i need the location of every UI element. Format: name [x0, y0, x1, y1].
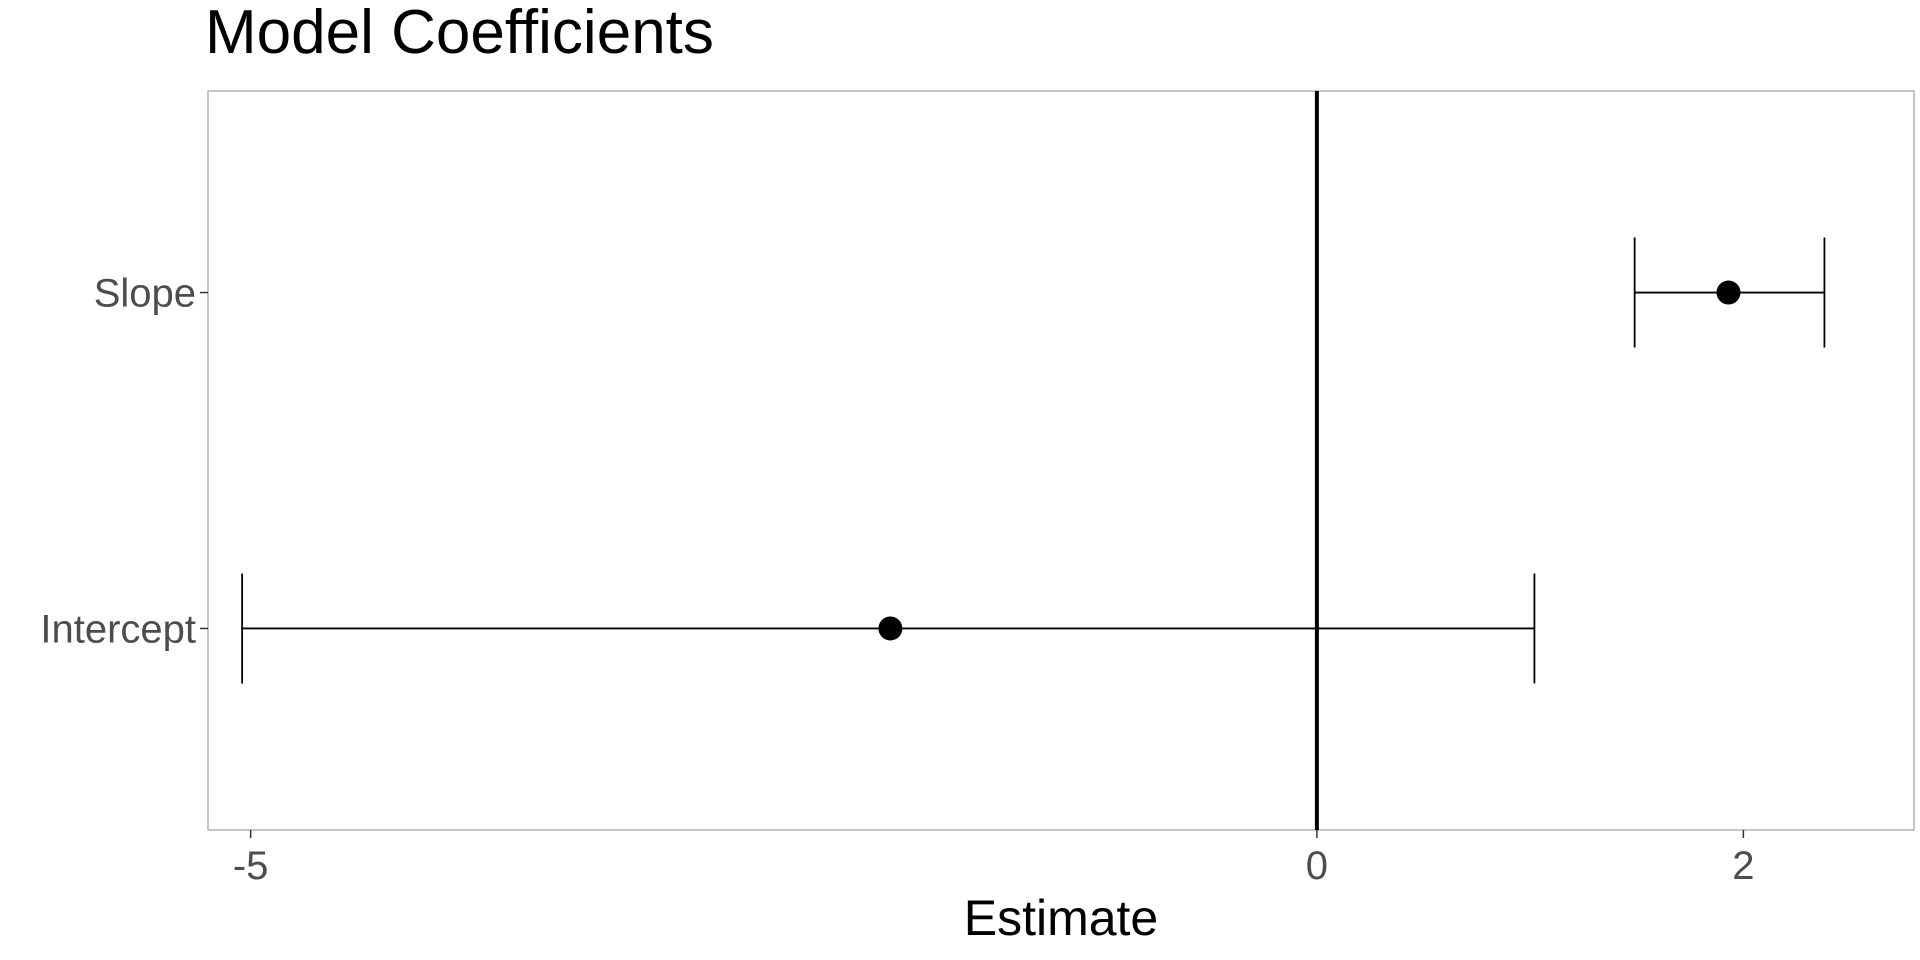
- y-tick-label: Intercept: [40, 607, 196, 651]
- y-tick-label: Slope: [94, 272, 196, 316]
- x-tick-label: 2: [1732, 844, 1754, 888]
- plot-panel: [207, 90, 1915, 831]
- x-axis: -5 0 2: [233, 830, 1755, 888]
- estimate-point: [878, 616, 903, 641]
- x-tick-label: 0: [1306, 844, 1328, 888]
- x-tick-label: -5: [233, 844, 269, 888]
- y-axis: Intercept Slope: [40, 272, 208, 651]
- x-axis-title: Estimate: [964, 890, 1159, 946]
- estimate-point: [1716, 280, 1741, 305]
- chart-title: Model Coefficients: [205, 0, 714, 67]
- chart-marks: [241, 91, 1826, 830]
